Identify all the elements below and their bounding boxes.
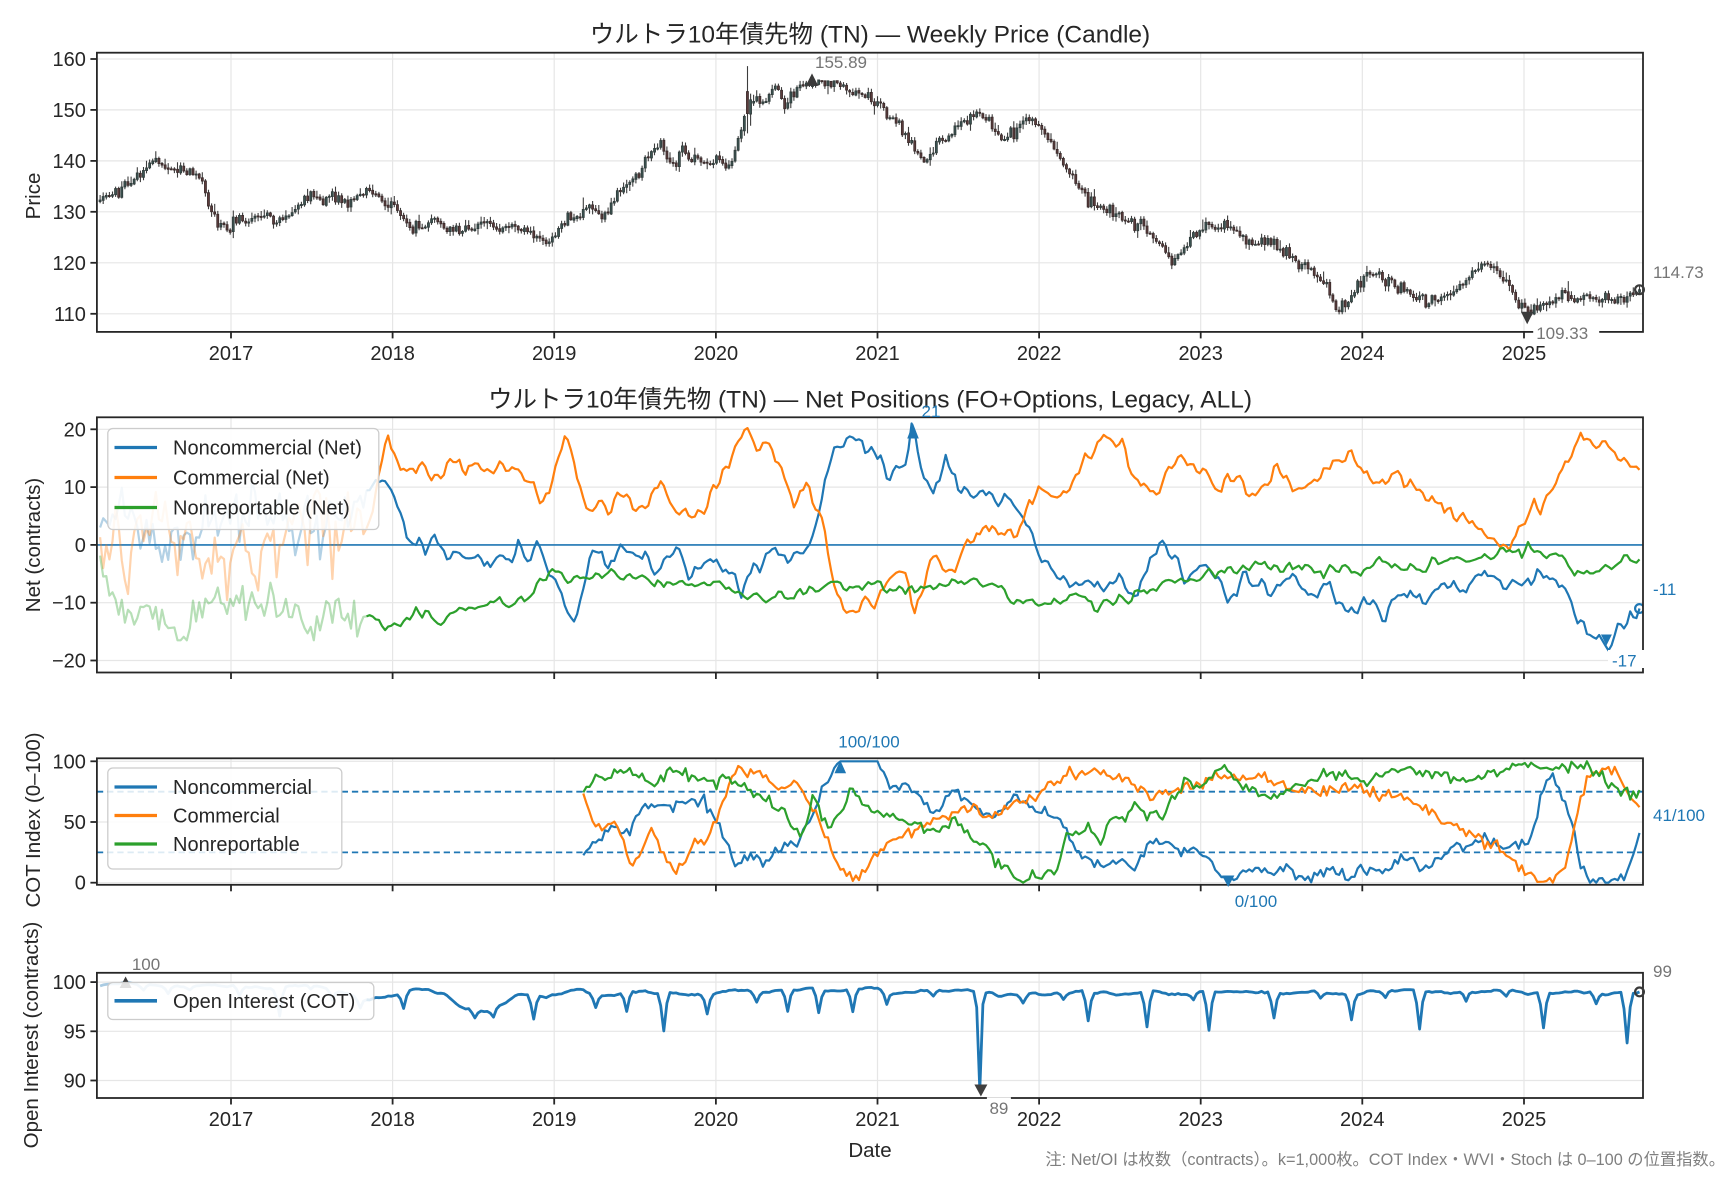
svg-text:2023: 2023	[1178, 343, 1223, 365]
svg-text:2017: 2017	[209, 343, 254, 365]
svg-text:Net (contracts): Net (contracts)	[22, 478, 45, 612]
svg-text:99: 99	[1653, 962, 1672, 981]
svg-text:Noncommercial (Net): Noncommercial (Net)	[173, 438, 362, 460]
svg-text:Nonreportable: Nonreportable	[173, 834, 300, 856]
svg-text:ウルトラ10年債先物 (TN) — Net Position: ウルトラ10年債先物 (TN) — Net Positions (FO+Opti…	[488, 386, 1252, 414]
svg-text:109.33: 109.33	[1536, 324, 1588, 343]
svg-text:21: 21	[922, 402, 941, 421]
svg-text:−10: −10	[52, 593, 86, 615]
svg-text:89: 89	[989, 1099, 1008, 1118]
svg-text:2025: 2025	[1502, 1109, 1547, 1131]
svg-text:2025: 2025	[1502, 343, 1547, 365]
svg-text:Date: Date	[848, 1139, 891, 1162]
svg-text:100: 100	[53, 972, 86, 994]
svg-text:Commercial: Commercial	[173, 806, 280, 828]
svg-text:Open Interest (contracts): Open Interest (contracts)	[20, 922, 43, 1149]
svg-text:120: 120	[53, 253, 86, 275]
svg-text:2023: 2023	[1178, 1109, 1223, 1131]
svg-text:150: 150	[53, 100, 86, 122]
svg-text:90: 90	[64, 1071, 86, 1093]
svg-text:0: 0	[75, 873, 86, 895]
svg-text:2024: 2024	[1340, 343, 1385, 365]
svg-text:100: 100	[132, 955, 160, 974]
svg-text:114.73: 114.73	[1653, 263, 1704, 282]
svg-text:-17: -17	[1612, 652, 1637, 671]
svg-text:130: 130	[53, 202, 86, 224]
svg-text:2019: 2019	[532, 1109, 577, 1131]
svg-text:100: 100	[53, 751, 86, 773]
svg-text:注: Net/OI は枚数（contracts）。k=1,0: 注: Net/OI は枚数（contracts）。k=1,000枚。COT In…	[1045, 1151, 1725, 1169]
svg-text:2021: 2021	[855, 1109, 900, 1131]
svg-text:20: 20	[64, 419, 86, 441]
svg-text:41/100: 41/100	[1653, 806, 1705, 825]
svg-text:95: 95	[64, 1021, 86, 1043]
svg-text:10: 10	[64, 477, 86, 499]
svg-text:2022: 2022	[1017, 343, 1062, 365]
svg-text:−20: −20	[52, 651, 86, 673]
svg-text:50: 50	[64, 812, 86, 834]
svg-text:0/100: 0/100	[1235, 892, 1278, 911]
svg-text:2020: 2020	[694, 343, 739, 365]
svg-text:2024: 2024	[1340, 1109, 1385, 1131]
svg-text:155.89: 155.89	[815, 53, 867, 72]
svg-text:ウルトラ10年債先物 (TN) — Weekly Price: ウルトラ10年債先物 (TN) — Weekly Price (Candle)	[590, 21, 1150, 49]
svg-text:2017: 2017	[209, 1109, 254, 1131]
svg-text:2022: 2022	[1017, 1109, 1062, 1131]
svg-text:160: 160	[53, 49, 86, 71]
svg-text:0: 0	[75, 535, 86, 557]
svg-text:2018: 2018	[370, 1109, 415, 1131]
svg-text:140: 140	[53, 151, 86, 173]
svg-text:100/100: 100/100	[838, 733, 899, 752]
svg-text:Commercial (Net): Commercial (Net)	[173, 468, 330, 490]
svg-text:Noncommercial: Noncommercial	[173, 777, 312, 799]
svg-text:Price: Price	[22, 173, 45, 220]
svg-text:-11: -11	[1653, 580, 1676, 599]
svg-text:2019: 2019	[532, 343, 577, 365]
svg-text:2018: 2018	[370, 343, 415, 365]
svg-text:Nonreportable (Net): Nonreportable (Net)	[173, 498, 350, 520]
svg-text:2021: 2021	[855, 343, 900, 365]
svg-text:2020: 2020	[694, 1109, 739, 1131]
svg-text:COT Index (0–100): COT Index (0–100)	[22, 732, 45, 907]
svg-text:110: 110	[54, 304, 86, 326]
svg-text:Open Interest (COT): Open Interest (COT)	[173, 991, 355, 1013]
